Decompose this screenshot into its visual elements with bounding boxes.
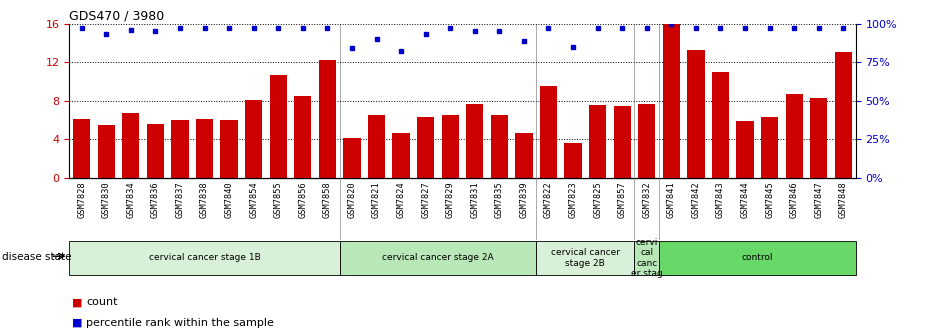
Text: cervical cancer stage 2A: cervical cancer stage 2A	[382, 253, 494, 262]
Bar	[98, 125, 115, 178]
Text: ■: ■	[72, 318, 82, 328]
Bar	[245, 100, 263, 178]
Text: GSM7832: GSM7832	[642, 181, 651, 218]
FancyBboxPatch shape	[635, 241, 659, 275]
Bar	[491, 115, 508, 178]
Text: GSM7858: GSM7858	[323, 181, 332, 218]
Text: GSM7821: GSM7821	[372, 181, 381, 218]
Text: GSM7848: GSM7848	[839, 181, 848, 218]
Text: percentile rank within the sample: percentile rank within the sample	[86, 318, 274, 328]
Text: GSM7839: GSM7839	[520, 181, 528, 218]
Bar	[687, 50, 705, 178]
Text: GSM7846: GSM7846	[790, 181, 798, 218]
Text: GSM7823: GSM7823	[569, 181, 577, 218]
Bar	[343, 138, 361, 178]
Text: GSM7855: GSM7855	[274, 181, 283, 218]
Text: GSM7844: GSM7844	[741, 181, 749, 218]
Text: GSM7827: GSM7827	[421, 181, 430, 218]
Text: count: count	[86, 297, 117, 307]
Bar	[368, 115, 385, 178]
Text: GSM7857: GSM7857	[618, 181, 627, 218]
Bar	[712, 72, 729, 178]
Bar	[810, 98, 827, 178]
Bar	[294, 96, 312, 178]
Bar	[171, 120, 189, 178]
Bar	[638, 104, 656, 178]
Text: control: control	[742, 253, 773, 262]
Bar	[564, 143, 582, 178]
Bar	[147, 124, 164, 178]
FancyBboxPatch shape	[69, 241, 339, 275]
Bar	[196, 119, 213, 178]
Bar	[785, 94, 803, 178]
Bar	[417, 117, 434, 178]
Text: GSM7824: GSM7824	[397, 181, 405, 218]
Text: GSM7830: GSM7830	[102, 181, 111, 218]
Text: ■: ■	[72, 297, 82, 307]
Text: GSM7842: GSM7842	[691, 181, 700, 218]
Text: GSM7845: GSM7845	[765, 181, 774, 218]
Bar	[441, 115, 459, 178]
Text: GSM7831: GSM7831	[470, 181, 479, 218]
Text: GSM7841: GSM7841	[667, 181, 676, 218]
Bar	[73, 119, 91, 178]
Text: GSM7847: GSM7847	[814, 181, 823, 218]
Bar	[269, 75, 287, 178]
Bar	[466, 104, 484, 178]
Text: GSM7837: GSM7837	[176, 181, 184, 218]
Bar	[220, 120, 238, 178]
Text: GSM7825: GSM7825	[593, 181, 602, 218]
Text: cervical cancer
stage 2B: cervical cancer stage 2B	[551, 248, 620, 267]
Text: GSM7856: GSM7856	[298, 181, 307, 218]
Text: GSM7840: GSM7840	[225, 181, 234, 218]
Bar	[613, 106, 631, 178]
Text: GSM7820: GSM7820	[348, 181, 356, 218]
Bar	[736, 121, 754, 178]
Text: GSM7835: GSM7835	[495, 181, 504, 218]
Text: GSM7854: GSM7854	[249, 181, 258, 218]
Bar	[515, 133, 533, 178]
Text: cervi
cal
canc
er stag: cervi cal canc er stag	[631, 238, 662, 278]
FancyBboxPatch shape	[659, 241, 856, 275]
Text: GSM7822: GSM7822	[544, 181, 553, 218]
Bar	[540, 86, 557, 178]
Bar	[834, 51, 852, 178]
Bar	[589, 105, 606, 178]
Text: GSM7838: GSM7838	[200, 181, 209, 218]
Text: GSM7836: GSM7836	[151, 181, 160, 218]
Text: GSM7828: GSM7828	[77, 181, 86, 218]
Text: GSM7829: GSM7829	[446, 181, 455, 218]
Text: disease state: disease state	[2, 252, 71, 262]
Bar	[662, 25, 680, 178]
Bar	[761, 117, 778, 178]
Text: cervical cancer stage 1B: cervical cancer stage 1B	[149, 253, 260, 262]
Bar	[392, 133, 410, 178]
Bar	[319, 60, 336, 178]
Text: GDS470 / 3980: GDS470 / 3980	[69, 9, 165, 23]
Text: GSM7834: GSM7834	[127, 181, 135, 218]
Text: GSM7843: GSM7843	[716, 181, 725, 218]
FancyBboxPatch shape	[536, 241, 635, 275]
FancyBboxPatch shape	[339, 241, 536, 275]
Bar	[122, 113, 140, 178]
